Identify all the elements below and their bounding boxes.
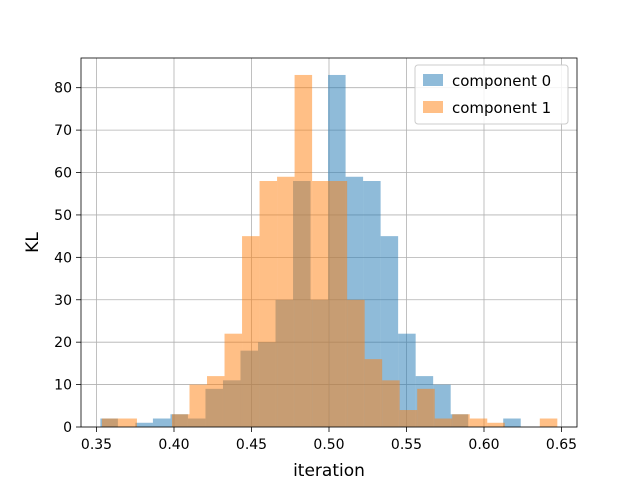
histogram-bar-series-1: [277, 176, 295, 427]
histogram-bar-series-1: [224, 333, 243, 427]
legend-label: component 1: [452, 99, 551, 117]
histogram-bar-series-1: [312, 181, 330, 427]
y-axis-label: KL: [23, 232, 43, 253]
histogram-bar-series-1: [189, 384, 208, 427]
histogram-bar-series-1: [294, 74, 313, 427]
histogram-bar-series-1: [399, 410, 418, 427]
y-tick-label: 10: [54, 378, 72, 394]
histogram-bar-series-1: [207, 376, 225, 427]
histogram-bar-series-1: [469, 418, 488, 427]
histogram-bar-series-0: [152, 418, 171, 427]
bars-layer: [100, 74, 558, 427]
y-tick-label: 20: [54, 335, 72, 351]
histogram-bar-series-1: [539, 418, 558, 427]
histogram-bar-series-1: [417, 388, 435, 427]
legend-swatch: [423, 74, 443, 86]
x-tick-label: 0.50: [313, 437, 344, 453]
histogram-bar-series-0: [503, 418, 521, 427]
histogram-bar-series-1: [434, 418, 453, 427]
x-tick-label: 0.35: [81, 437, 112, 453]
x-tick-label: 0.65: [546, 437, 577, 453]
histogram-bar-series-1: [487, 422, 505, 427]
y-tick-label: 60: [54, 166, 72, 182]
x-tick-label: 0.40: [158, 437, 189, 453]
x-axis-ticks: 0.35 0.40 0.45 0.50 0.55 0.60 0.65: [81, 427, 577, 453]
histogram-bar-series-1: [242, 236, 260, 427]
x-tick-label: 0.55: [391, 437, 422, 453]
legend-label: component 0: [452, 72, 551, 90]
y-tick-label: 0: [63, 420, 72, 436]
histogram-bar-series-1: [452, 414, 470, 427]
histogram-bar-series-1: [364, 359, 383, 427]
histogram-bar-series-1: [119, 418, 137, 427]
y-tick-label: 50: [54, 208, 72, 224]
histogram-bar-series-0: [135, 422, 153, 427]
histogram-bar-series-1: [347, 299, 365, 427]
histogram-bar-series-1: [382, 380, 400, 427]
x-tick-label: 0.45: [236, 437, 267, 453]
y-tick-label: 40: [54, 250, 72, 266]
histogram-bar-series-0: [398, 333, 416, 427]
x-tick-label: 0.60: [468, 437, 499, 453]
y-tick-label: 30: [54, 293, 72, 309]
histogram-bar-series-0: [433, 384, 451, 427]
y-axis-ticks: 0 10 20 30 40 50 60 70 80: [54, 81, 81, 436]
histogram-bar-series-0: [380, 236, 399, 427]
y-tick-label: 70: [54, 123, 72, 139]
x-axis-label: iteration: [293, 461, 365, 480]
legend-box: [414, 64, 569, 125]
histogram-bar-series-1: [101, 418, 120, 427]
legend: component 0 component 1: [414, 64, 569, 125]
histogram-bar-series-1: [329, 181, 348, 427]
legend-swatch: [423, 101, 443, 113]
histogram-bar-series-1: [171, 414, 190, 427]
y-tick-label: 80: [54, 81, 72, 97]
histogram-bar-series-1: [259, 181, 278, 427]
